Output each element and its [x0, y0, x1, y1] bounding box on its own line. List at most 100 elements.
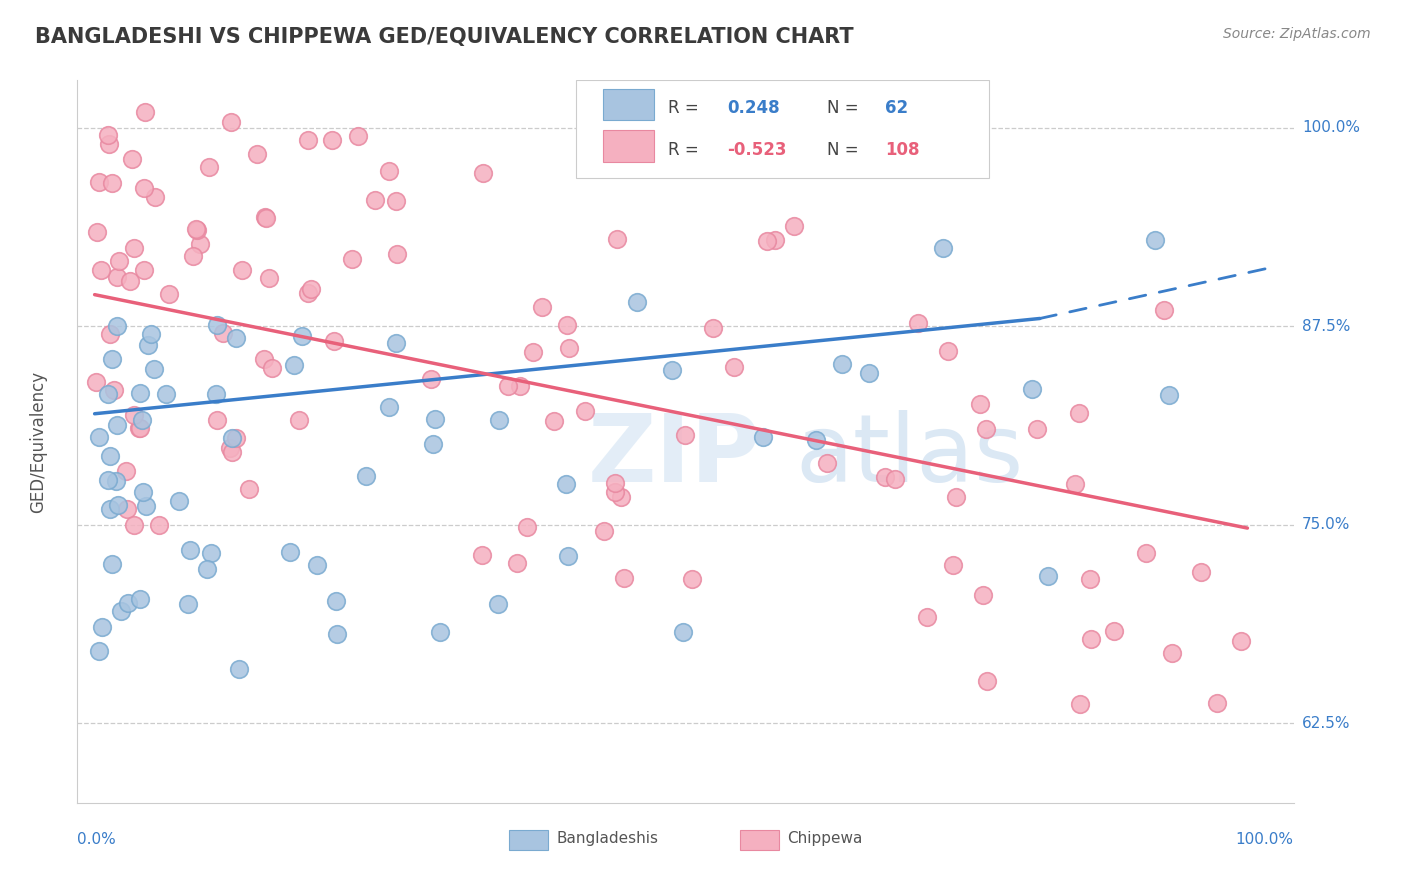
Point	[1143, 233, 1166, 247]
Text: 100.0%: 100.0%	[1236, 831, 1294, 847]
Text: 108: 108	[884, 141, 920, 159]
Text: -0.523: -0.523	[727, 141, 786, 159]
Point	[326, 627, 349, 641]
Point	[98, 136, 121, 151]
Point	[134, 181, 156, 195]
Point	[422, 437, 444, 451]
Point	[297, 285, 319, 300]
Point	[89, 175, 111, 189]
Point	[1135, 546, 1157, 560]
Point	[543, 414, 565, 428]
Point	[297, 133, 319, 147]
Point	[195, 562, 218, 576]
Point	[167, 494, 190, 508]
Point	[283, 358, 305, 372]
Point	[305, 558, 328, 572]
Point	[139, 326, 162, 341]
Point	[522, 344, 544, 359]
Text: 100.0%: 100.0%	[1302, 120, 1360, 136]
Point	[531, 300, 554, 314]
Point	[219, 441, 242, 455]
Point	[260, 361, 283, 376]
Point	[1036, 569, 1059, 583]
Point	[945, 491, 967, 505]
Point	[613, 572, 636, 586]
Point	[516, 520, 538, 534]
Point	[177, 597, 200, 611]
Text: R =: R =	[668, 141, 704, 159]
Point	[817, 456, 839, 470]
Point	[246, 147, 269, 161]
Point	[831, 357, 853, 371]
Point	[673, 427, 696, 442]
Text: 0.0%: 0.0%	[77, 831, 117, 847]
Point	[98, 326, 121, 341]
Point	[128, 591, 150, 606]
Point	[90, 262, 112, 277]
Point	[1067, 406, 1090, 420]
Point	[606, 232, 628, 246]
Point	[931, 241, 953, 255]
Point	[506, 556, 529, 570]
Point	[763, 233, 786, 247]
Point	[97, 473, 120, 487]
Point	[509, 379, 531, 393]
Point	[128, 421, 150, 435]
Point	[115, 502, 138, 516]
Point	[101, 557, 124, 571]
Point	[131, 484, 153, 499]
Point	[488, 413, 510, 427]
Point	[681, 572, 703, 586]
Point	[122, 241, 145, 255]
Point	[225, 331, 247, 345]
Text: Source: ZipAtlas.com: Source: ZipAtlas.com	[1223, 27, 1371, 41]
Point	[936, 344, 959, 359]
Point	[354, 468, 377, 483]
FancyBboxPatch shape	[576, 80, 990, 178]
Point	[626, 294, 648, 309]
FancyBboxPatch shape	[603, 88, 654, 120]
Point	[972, 589, 994, 603]
Point	[259, 270, 281, 285]
FancyBboxPatch shape	[740, 830, 779, 850]
Point	[97, 128, 120, 143]
Point	[1189, 565, 1212, 579]
Text: atlas: atlas	[794, 410, 1024, 502]
Point	[385, 194, 408, 208]
Point	[228, 662, 250, 676]
Point	[420, 372, 443, 386]
Point	[105, 319, 128, 334]
Point	[907, 317, 929, 331]
Point	[118, 274, 141, 288]
Point	[1069, 697, 1091, 711]
Point	[385, 335, 408, 350]
Point	[347, 128, 370, 143]
Point	[186, 222, 208, 236]
Point	[107, 253, 129, 268]
Point	[205, 413, 228, 427]
Point	[1078, 572, 1101, 586]
Point	[148, 518, 170, 533]
Point	[143, 361, 166, 376]
Point	[129, 385, 152, 400]
Point	[661, 363, 683, 377]
Point	[225, 431, 247, 445]
Point	[496, 379, 519, 393]
Point	[883, 472, 905, 486]
Point	[558, 341, 581, 355]
Point	[429, 624, 451, 639]
Point	[1021, 382, 1043, 396]
Point	[238, 482, 260, 496]
Point	[221, 431, 243, 445]
Point	[181, 249, 204, 263]
Text: 62.5%: 62.5%	[1302, 716, 1350, 731]
Point	[1159, 387, 1181, 401]
Point	[325, 593, 347, 607]
Point	[385, 247, 408, 261]
Point	[969, 397, 991, 411]
Point	[472, 166, 495, 180]
Point	[221, 445, 243, 459]
Point	[288, 412, 311, 426]
FancyBboxPatch shape	[603, 130, 654, 162]
Point	[253, 352, 276, 367]
